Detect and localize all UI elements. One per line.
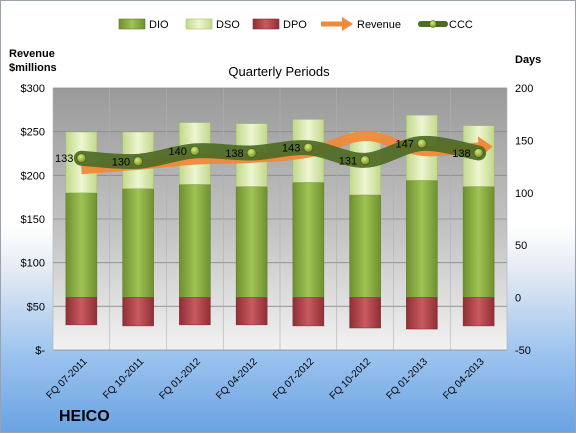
right-axis-title: Days [515,54,541,66]
lines-group [73,131,493,175]
dio-bar [349,194,381,298]
ccc-data-label: 143 [282,143,300,155]
legend-label-dio: DIO [149,19,169,31]
category-label: FQ 10-2011 [101,356,146,401]
dio-bar [122,188,154,298]
company-name: HEICO [59,408,110,425]
right-tick-label: 0 [515,293,521,305]
right-axis-ticks: -50 0 50 100 150 200 [515,83,533,357]
ccc-data-label: 138 [452,148,470,160]
ccc-data-label: 130 [112,156,130,168]
left-axis-ticks: $- $50 $100 $150 $200 $250 $300 [21,83,46,357]
ccc-data-label: 133 [55,153,73,165]
dio-bar [462,186,495,298]
ccc-marker [246,148,257,158]
ccc-data-label: 140 [169,146,187,158]
dpo-bar [462,297,495,327]
ccc-marker [360,155,370,166]
dpo-bar [349,297,381,329]
left-tick-label: $200 [21,170,45,182]
category-axis-labels: FQ 07-2011 FQ 10-2011 FQ 01-2012 FQ 04-2012… [45,356,488,402]
right-tick-label: 50 [515,240,527,252]
left-axis-title-line1: Revenue [9,48,55,60]
dpo-bar [406,297,438,330]
category-label: FQ 04-2012 [214,356,260,402]
ccc-data-label: 131 [339,155,357,167]
data-labels-group: 133 130 140 138 143 131 147 138 [55,139,471,169]
dpo-bar [122,297,154,327]
dpo-bar [179,297,211,326]
ccc-marker [76,153,87,164]
ccc-data-label: 138 [225,148,243,160]
category-label: FQ 01-2012 [157,356,203,402]
ccc-marker [133,156,143,167]
chart-title: Quarterly Periods [228,64,330,79]
dio-bar [65,192,98,298]
ccc-marker [473,148,484,158]
left-tick-label: $300 [21,83,45,95]
right-tick-label: 150 [515,135,533,147]
legend-swatch-dpo [252,18,280,30]
dio-bar [292,182,325,298]
ccc-marker [190,146,200,156]
category-label: FQ 01-2013 [384,356,430,402]
category-label: FQ 07-2011 [45,356,90,401]
category-label: FQ 04-2013 [441,356,487,402]
legend-ccc-marker [429,20,437,28]
legend-label-dpo: DPO [283,19,307,31]
legend-label-revenue: Revenue [357,19,401,31]
legend-swatch-dso [185,18,213,30]
left-tick-label: $50 [27,301,45,313]
category-label: FQ 07-2012 [271,356,317,402]
left-tick-label: $150 [21,214,45,226]
dio-bar [235,186,268,298]
dio-bar [406,179,438,298]
category-label: FQ 10-2012 [328,356,374,402]
left-tick-label: $250 [21,127,45,139]
right-tick-label: 200 [515,83,533,95]
dpo-bar [292,297,325,327]
left-axis-title-line2: $millions [9,62,57,74]
ccc-marker [303,142,314,153]
right-tick-label: 100 [515,188,533,200]
legend-label-dso: DSO [216,19,240,31]
dpo-bar [65,297,98,326]
ccc-marker [417,138,427,149]
dio-bar [179,184,211,298]
ccc-data-label: 147 [396,139,414,151]
legend-label-ccc: CCC [449,19,473,31]
legend: DIO DSO DPO Revenue CCC [118,17,473,31]
left-tick-label: $100 [21,258,45,270]
legend-swatch-dio [118,18,146,30]
right-tick-label: -50 [515,345,531,357]
dpo-bar [235,297,268,326]
left-tick-label: $- [35,345,45,357]
legend-arrowhead [342,17,353,31]
